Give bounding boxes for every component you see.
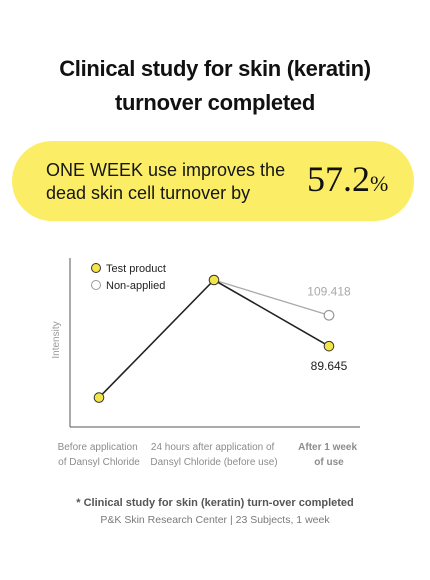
- banner-value: 57.2: [307, 159, 370, 199]
- banner-text: ONE WEEK use improves the dead skin cell…: [46, 159, 285, 205]
- x-label-before-line-1: Before application: [58, 442, 138, 453]
- banner-unit: %: [370, 171, 389, 196]
- non-applied-line: [213, 279, 330, 316]
- banner-line-1: ONE WEEK use improves the: [46, 160, 286, 180]
- page-title: Clinical study for skin (keratin) turnov…: [0, 52, 430, 120]
- point-test-product-1week: [323, 340, 335, 352]
- legend: Test product Non-applied: [91, 263, 166, 292]
- x-label-24h-line-2: Dansyl Chloride (before use): [150, 457, 277, 468]
- legend-non-applied-marker: [91, 280, 101, 290]
- x-label-before-line-2: of Dansyl Chloride: [58, 457, 140, 468]
- x-label-24h-line-1: 24 hours after application of: [151, 442, 275, 453]
- legend-test-product-label: Test product: [106, 263, 166, 275]
- x-category-labels: Before application of Dansyl Chloride 24…: [58, 442, 360, 468]
- banner-line-2: dead skin cell turnover by: [46, 183, 251, 203]
- label-test-product-value: 89.645: [311, 359, 348, 373]
- legend-test-product-marker: [91, 263, 101, 273]
- footnote-title: * Clinical study for skin (keratin) turn…: [76, 497, 354, 509]
- x-label-1week-line-2: of use: [314, 457, 344, 468]
- title-line-1: Clinical study for skin (keratin): [59, 56, 371, 81]
- x-label-before: Before application of Dansyl Chloride: [58, 442, 141, 468]
- point-24h: [208, 274, 220, 286]
- test-product-line: [98, 278, 330, 399]
- x-label-1week-line-1: After 1 week: [298, 442, 357, 453]
- point-non-applied-1week: [323, 309, 335, 321]
- chart-marks: 109.418 89.645: [93, 274, 351, 403]
- banner-percentage: 57.2%: [307, 155, 388, 208]
- x-label-1week: After 1 week of use: [298, 442, 360, 468]
- label-non-applied-value: 109.418: [307, 284, 351, 298]
- y-axis-title: Intensity: [51, 321, 62, 358]
- legend-non-applied-label: Non-applied: [106, 280, 165, 292]
- point-before: [93, 392, 105, 403]
- result-banner: ONE WEEK use improves the dead skin cell…: [12, 141, 414, 221]
- title-line-2: turnover completed: [115, 90, 315, 115]
- line-chart: Intensity Test product Non-applied 109.4…: [51, 258, 360, 468]
- x-label-24h: 24 hours after application of Dansyl Chl…: [150, 442, 277, 468]
- footnote-source: P&K Skin Research Center | 23 Subjects, …: [100, 514, 330, 526]
